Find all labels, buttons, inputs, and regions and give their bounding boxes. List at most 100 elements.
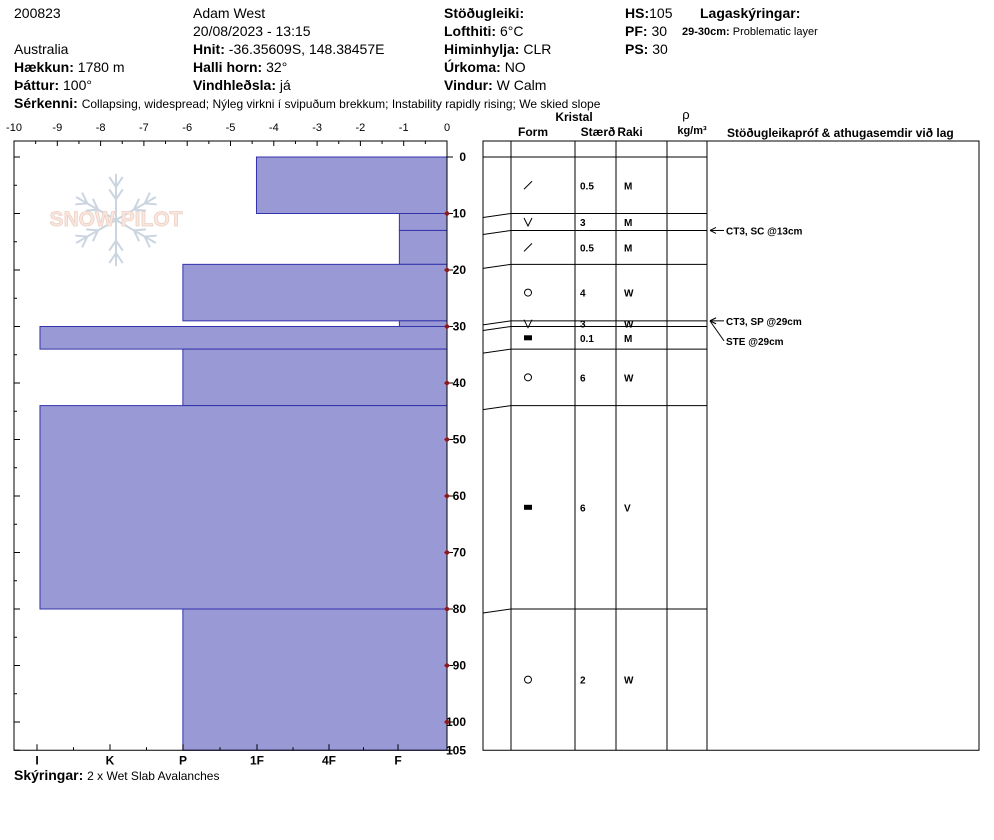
hardness-bar-1 — [398, 213, 448, 231]
top-tick-label: -10 — [6, 122, 22, 134]
top-tick-label: -6 — [182, 122, 192, 134]
col-form-header: Form — [518, 125, 548, 139]
slope-label: Halli horn: — [193, 59, 263, 75]
precip-label: Úrkoma: — [444, 59, 501, 75]
grain-size: 0.5 — [580, 243, 594, 254]
grain-form-symbol — [524, 335, 532, 341]
sky-value: CLR — [523, 41, 552, 57]
moisture: V — [624, 503, 631, 514]
flake-branch — [133, 229, 141, 242]
moisture: M — [624, 218, 632, 229]
table-row-connector — [482, 263, 512, 269]
col-rho-header: ρ — [682, 107, 689, 122]
hardness-bar-7 — [39, 405, 448, 610]
table-frame — [482, 140, 980, 751]
elevation: Hækkun: 1780 m — [14, 58, 125, 76]
precipitation: Úrkoma: NO — [444, 58, 526, 76]
top-tick-label: -9 — [52, 122, 62, 134]
moisture: M — [624, 334, 632, 345]
hs-value: 105 — [649, 5, 673, 21]
grain-form-symbol — [523, 180, 533, 190]
flake-branch — [133, 198, 141, 211]
flake-branch — [108, 240, 117, 252]
elevation-value: 1780 m — [77, 59, 125, 75]
grain-size: 6 — [580, 503, 586, 514]
temp-marker — [444, 267, 450, 273]
grain-size: 0.5 — [580, 181, 594, 192]
coordinates: Hnit: -36.35609S, 148.38457E — [193, 40, 384, 58]
flake-branch — [91, 198, 99, 211]
pf: PF: 30 — [625, 22, 667, 40]
precip-value: NO — [504, 59, 526, 75]
aspect: Þáttur: 100° — [14, 76, 92, 94]
moisture: W — [624, 289, 634, 300]
features-value: Collapsing, widespread; Nýleg virkni í s… — [81, 97, 601, 111]
flake-branch — [108, 252, 117, 264]
ps-value: 30 — [652, 41, 668, 57]
flake-branch — [86, 208, 99, 212]
depth-tick-label: 105 — [446, 743, 466, 757]
footer-notes: Skýringar: 2 x Wet Slab Avalanches — [14, 766, 219, 785]
grain-form-symbol — [524, 288, 532, 297]
slope: Halli horn: 32° — [193, 58, 287, 76]
grain-form-symbol — [524, 504, 532, 510]
hardness-tick-label: K — [106, 753, 115, 767]
hardness-tick-label: I — [35, 753, 38, 767]
table-row-connector — [482, 229, 512, 235]
features: Sérkenni: Collapsing, widespread; Nýleg … — [14, 94, 600, 113]
grain-size: 0.1 — [580, 334, 594, 345]
top-tick-label: -4 — [269, 122, 279, 134]
depth-tick-label: 70 — [453, 546, 467, 560]
temp-marker — [444, 549, 450, 556]
temp-marker — [444, 606, 450, 612]
hardness-tick-label: 1F — [250, 753, 264, 767]
stability-label: Stöðugleiki: — [444, 5, 525, 21]
coordinates-label: Hnit: — [193, 41, 225, 57]
table-row-connector — [482, 608, 512, 614]
ps-label: PS: — [625, 41, 649, 57]
sky-cover: Himinhylja: CLR — [444, 40, 551, 58]
temp-marker — [444, 719, 450, 725]
temp-marker — [444, 380, 450, 386]
grain-form-symbol — [523, 217, 533, 228]
flake-branch — [75, 234, 88, 238]
flake-arm — [115, 219, 157, 244]
depth-tick-label: 100 — [446, 715, 466, 729]
datetime: 20/08/2023 - 13:15 — [193, 23, 311, 39]
wind-loading-value: já — [279, 77, 291, 93]
obs-id: 200823 — [14, 5, 61, 21]
table-row-connector — [482, 348, 512, 354]
depth-tick-label: 90 — [453, 659, 467, 673]
flake-branch — [144, 234, 157, 238]
features-label: Sérkenni: — [14, 95, 78, 111]
elevation-label: Hækkun: — [14, 59, 74, 75]
grain-size: 4 — [580, 289, 586, 300]
col-density-header: kg/m³ — [677, 125, 707, 137]
hardness-tick-label: P — [179, 753, 187, 767]
depth-tick-label: 80 — [453, 602, 467, 616]
layer-note-range: 29-30cm: — [682, 26, 730, 38]
top-tick-label: -1 — [399, 122, 409, 134]
hardness-bar-5 — [39, 326, 448, 350]
footer-label: Skýringar: — [14, 767, 84, 783]
flake-branch — [115, 252, 124, 264]
flake-branch — [143, 192, 151, 204]
col-crystal-header: Kristal — [555, 110, 592, 124]
depth-tick-label: 60 — [453, 489, 467, 503]
pf-value: 30 — [651, 23, 668, 39]
depth-tick-label: 30 — [453, 320, 467, 334]
layer-note-text: Problematic layer — [732, 26, 818, 38]
col-size-header: Stærð — [581, 125, 616, 139]
flake-branch — [115, 188, 124, 200]
temp-marker — [444, 662, 450, 669]
grain-size: 2 — [580, 676, 586, 687]
flake-branch — [133, 208, 146, 212]
flake-branch — [115, 240, 124, 252]
coordinates-value: -36.35609S, 148.38457E — [228, 41, 385, 57]
depth-tick-label: 0 — [459, 150, 466, 164]
moisture: M — [624, 243, 632, 254]
depth-tick-label: 10 — [453, 207, 467, 221]
flake-arm — [115, 196, 157, 221]
flake-branch — [81, 236, 89, 248]
grain-size: 3 — [580, 320, 586, 331]
